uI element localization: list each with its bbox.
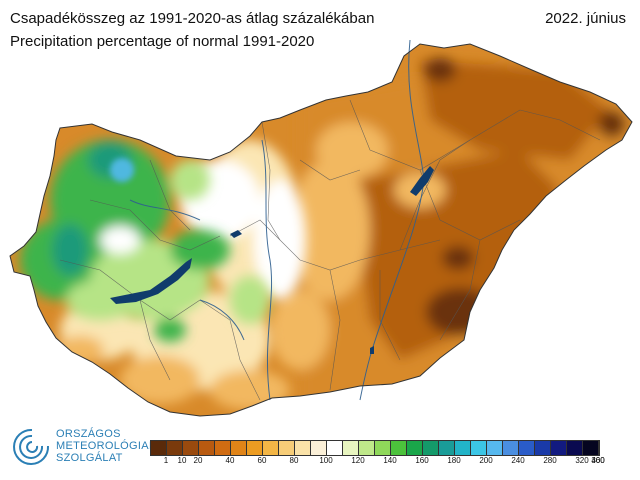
legend-swatch — [311, 441, 327, 455]
legend-label: 140 — [383, 456, 397, 465]
lake-balaton — [110, 258, 192, 304]
legend-label: 100 — [319, 456, 333, 465]
legend-swatch — [263, 441, 279, 455]
date-label: 2022. június — [545, 10, 626, 27]
legend-label: 200 — [479, 456, 493, 465]
legend-label: 1 — [163, 456, 169, 465]
legend-swatch — [423, 441, 439, 455]
legend-swatch — [295, 441, 311, 455]
legend-swatch — [327, 441, 343, 455]
precipitation-map — [9, 39, 633, 417]
legend-swatch — [535, 441, 551, 455]
legend-swatch — [199, 441, 215, 455]
map-title-english: Precipitation percentage of normal 1991-… — [10, 33, 315, 50]
legend-swatch — [487, 441, 503, 455]
legend-labels: 1 10 20 40 60 80 100 120 140 160 180 200 240 280 320 36… — [150, 456, 630, 468]
logo-line-1: ORSZÁGOS — [56, 428, 121, 440]
legend-label: 360 — [591, 456, 605, 465]
legend-label: 400 — [591, 456, 605, 465]
legend-swatch — [343, 441, 359, 455]
lake-tisza-to — [410, 166, 434, 196]
legend-label: 180 — [447, 456, 461, 465]
legend-swatch — [455, 441, 471, 455]
legend-swatch — [167, 441, 183, 455]
legend-swatch — [247, 441, 263, 455]
legend-label: 320 — [575, 456, 589, 465]
legend-label: 10 — [177, 456, 187, 465]
legend-swatch — [231, 441, 247, 455]
legend-color-bar — [150, 440, 600, 456]
legend-swatch — [215, 441, 231, 455]
legend-swatch — [151, 441, 167, 455]
legend-label: 240 — [511, 456, 525, 465]
logo-line-2: METEOROLÓGIAI — [56, 440, 153, 452]
legend-swatch — [359, 441, 375, 455]
lake-small — [370, 346, 374, 354]
legend-swatch — [471, 441, 487, 455]
legend-swatch — [279, 441, 295, 455]
legend-swatch — [183, 441, 199, 455]
precipitation-field — [10, 44, 632, 416]
legend-label: 280 — [543, 456, 557, 465]
legend-swatch — [439, 441, 455, 455]
legend-swatch — [391, 441, 407, 455]
legend-swatch — [375, 441, 391, 455]
legend-label: 160 — [415, 456, 429, 465]
legend-swatch — [407, 441, 423, 455]
legend-swatch — [567, 441, 583, 455]
logo-line-3: SZOLGÁLAT — [56, 452, 123, 464]
legend-swatch — [503, 441, 519, 455]
legend-label: 60 — [257, 456, 267, 465]
legend-label: 120 — [351, 456, 365, 465]
rivers — [129, 39, 425, 401]
legend-swatch — [583, 441, 599, 455]
legend-label: 40 — [225, 456, 235, 465]
legend-label: 80 — [289, 456, 299, 465]
map-title-hungarian: Csapadékösszeg az 1991-2020-as átlag szá… — [10, 10, 375, 27]
logo-text: ORSZÁGOS METEOROLÓGIAI SZOLGÁLAT — [56, 428, 152, 464]
lake-velencei-to — [230, 230, 242, 238]
color-legend: 1 10 20 40 60 80 100 120 140 160 180 200 240 280 320 36… — [150, 440, 630, 472]
omsz-logo — [13, 428, 50, 465]
legend-swatch — [551, 441, 567, 455]
legend-label: 20 — [193, 456, 203, 465]
legend-swatch — [519, 441, 535, 455]
